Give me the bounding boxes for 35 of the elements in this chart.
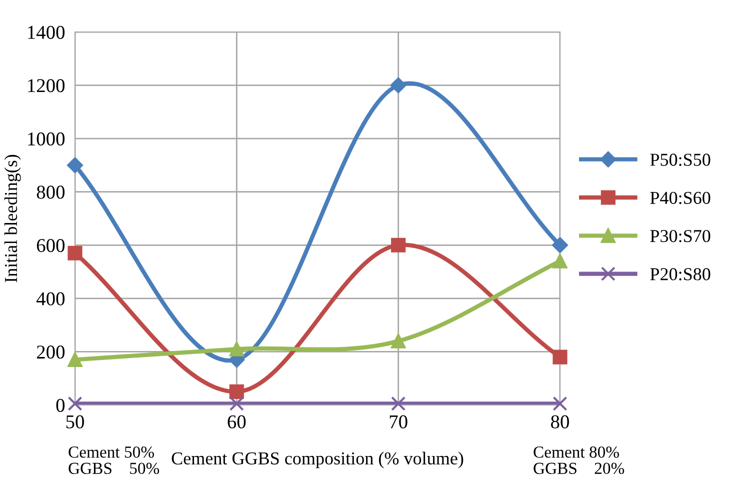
- point: [391, 238, 406, 252]
- x-tick-label: 70: [390, 415, 408, 428]
- y-tick-label: 200: [36, 346, 65, 359]
- point: [68, 352, 82, 367]
- text: Cement 50% GGBS 50%: [68, 446, 160, 474]
- legend-label: P40:S60: [650, 192, 710, 204]
- x-axis-title: Cement GGBS composition (% volume): [172, 452, 464, 468]
- y-axis-title: Initial bleeding(s): [4, 154, 21, 282]
- point: [390, 77, 406, 94]
- point: [229, 396, 244, 411]
- x-tick-label: 50: [66, 415, 84, 428]
- point: [552, 350, 568, 364]
- legend-label: P20:S80: [650, 268, 710, 280]
- point: [229, 342, 244, 356]
- point: [391, 396, 406, 411]
- y-tick-label: 1200: [28, 79, 65, 92]
- point: [552, 254, 568, 268]
- point: [552, 396, 568, 411]
- y-tick-label: 1000: [28, 132, 65, 146]
- y-tick-label: 1400: [28, 26, 65, 39]
- legend-label: P50:S50: [650, 154, 710, 166]
- y-tick-label: 0: [56, 398, 65, 412]
- text: Cement 80% GGBS 20%: [534, 446, 624, 474]
- y-tick-label: 800: [36, 186, 65, 199]
- point: [67, 157, 83, 174]
- point: [552, 237, 568, 254]
- point: [391, 334, 406, 348]
- point: [229, 384, 244, 399]
- x-tick-label: 80: [551, 415, 569, 428]
- y-tick-label: 600: [36, 238, 65, 252]
- y-tick-label: 400: [36, 292, 65, 306]
- point: [68, 246, 82, 260]
- point: [68, 396, 82, 411]
- x-tick-label: 60: [228, 415, 246, 428]
- legend-label: P30:S70: [650, 230, 710, 242]
